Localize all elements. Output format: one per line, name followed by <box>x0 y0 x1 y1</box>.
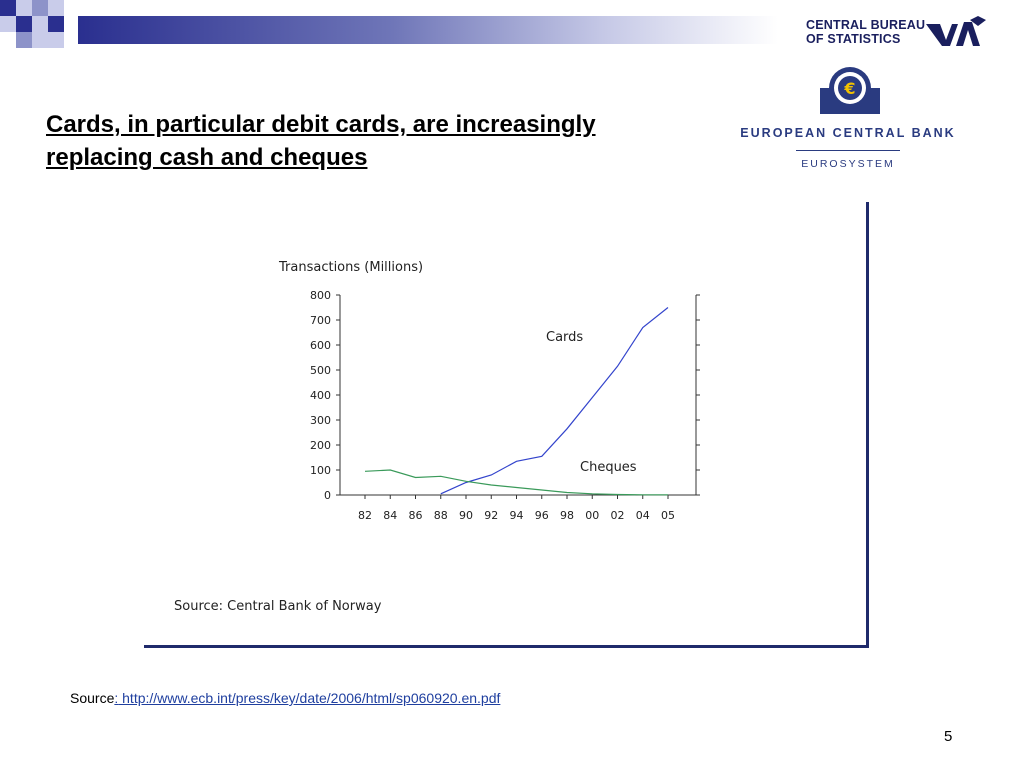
slide-title-line2: replacing cash and cheques <box>46 144 368 171</box>
source-label: Source <box>70 690 115 706</box>
chart-source-note: Source: Central Bank of Norway <box>174 599 382 614</box>
y-tick-label: 300 <box>310 414 331 427</box>
x-tick-label: 96 <box>535 509 549 522</box>
cbs-emblem-icon <box>926 16 986 46</box>
x-tick-label: 86 <box>409 509 423 522</box>
slide-title: Cards, in particular debit cards, are in… <box>46 108 726 174</box>
x-tick-label: 92 <box>484 509 498 522</box>
deco-square <box>32 32 48 48</box>
deco-square <box>16 0 32 16</box>
series-line-cards <box>440 307 669 495</box>
x-tick-label: 84 <box>383 509 397 522</box>
ecb-logo-divider <box>796 150 900 151</box>
y-tick-label: 800 <box>310 289 331 302</box>
cbs-logo-text: CENTRAL BUREAU OF STATISTICS <box>806 18 925 46</box>
deco-square <box>48 0 64 16</box>
deco-square <box>48 16 64 32</box>
deco-square <box>0 16 16 32</box>
x-tick-label: 00 <box>585 509 599 522</box>
y-tick-label: 600 <box>310 339 331 352</box>
ecb-logo: € EUROPEAN CENTRAL BANK EUROSYSTEM <box>728 66 968 176</box>
chart-axes: 0 100 200 300 400 500 600 700 800 82 84 86 88 90 92 94 9… <box>310 289 700 522</box>
y-tick-label: 200 <box>310 439 331 452</box>
y-tick-label: 700 <box>310 314 331 327</box>
cbs-logo-line2: OF STATISTICS <box>806 32 901 46</box>
line-chart: Transactions (Millions) 0 100 200 300 400 500… <box>174 260 700 614</box>
deco-square <box>16 16 32 32</box>
y-tick-label: 100 <box>310 464 331 477</box>
header-gradient-bar <box>78 16 778 44</box>
x-tick-label: 82 <box>358 509 372 522</box>
cbs-logo: CENTRAL BUREAU OF STATISTICS <box>806 16 986 48</box>
x-tick-label: 05 <box>661 509 675 522</box>
chart-frame: Transactions (Millions) 0 100 200 300 400 500… <box>144 202 869 648</box>
x-tick-label: 02 <box>611 509 625 522</box>
deco-square <box>32 16 48 32</box>
y-tick-label: 0 <box>324 489 331 502</box>
chart-series <box>364 307 669 496</box>
y-tick-label: 400 <box>310 389 331 402</box>
ecb-logo-name: EUROPEAN CENTRAL BANK <box>740 126 956 140</box>
x-tick-label: 04 <box>636 509 650 522</box>
deco-square <box>32 0 48 16</box>
y-tick-label: 500 <box>310 364 331 377</box>
source-line: Source: http://www.ecb.int/press/key/dat… <box>70 690 500 706</box>
x-tick-label: 88 <box>434 509 448 522</box>
cbs-logo-line1: CENTRAL BUREAU <box>806 18 926 32</box>
deco-square <box>0 0 16 16</box>
x-tick-label: 98 <box>560 509 574 522</box>
deco-square <box>16 32 32 48</box>
deco-square <box>48 32 64 48</box>
page-number: 5 <box>944 728 953 745</box>
chart-title: Transactions (Millions) <box>278 260 423 275</box>
x-tick-label: 94 <box>510 509 524 522</box>
series-label-cards: Cards <box>546 330 583 345</box>
x-tick-label: 90 <box>459 509 473 522</box>
source-colon: : <box>114 690 119 706</box>
corner-decoration <box>0 0 80 56</box>
series-line-cheques <box>364 469 668 496</box>
ecb-logo-subtitle: EUROSYSTEM <box>801 158 895 170</box>
slide-title-line1: Cards, in particular debit cards, are in… <box>46 111 596 138</box>
source-link[interactable]: http://www.ecb.int/press/key/date/2006/h… <box>118 690 501 706</box>
ecb-emblem-icon: € <box>820 67 880 114</box>
series-label-cheques: Cheques <box>580 460 637 475</box>
svg-text:€: € <box>843 79 855 98</box>
